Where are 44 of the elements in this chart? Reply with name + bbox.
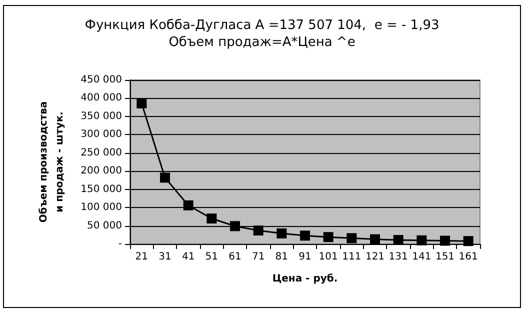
y-tick-label: 50 000 — [87, 220, 122, 232]
x-tick-label: 121 — [365, 252, 385, 262]
y-tick-label: 200 000 — [80, 166, 122, 177]
point — [346, 233, 357, 244]
x-tick-label: 141 — [412, 252, 432, 262]
x-tick-label: 41 — [182, 252, 195, 262]
point — [300, 230, 310, 241]
x-tick-label: 21 — [135, 252, 148, 262]
x-tick-label: 131 — [388, 252, 408, 262]
x-tick-label: 111 — [342, 252, 362, 262]
y-tick-label: 250 000 — [80, 147, 122, 158]
point — [463, 236, 474, 246]
point — [440, 236, 450, 246]
point — [183, 200, 194, 210]
y-tick-label: - — [118, 238, 122, 250]
x-tick-label: 71 — [252, 252, 265, 262]
y-axis-title: Объем производства и продаж - штук. — [38, 101, 66, 223]
x-axis-title: Цена - руб. — [272, 274, 338, 284]
point — [370, 234, 380, 244]
y-tick-label: 100 000 — [80, 202, 122, 214]
x-tick-label: 91 — [298, 252, 312, 262]
chart-subtitle: Объем продаж=А*Цена ^е — [168, 35, 356, 50]
y-tick-label: 300 000 — [80, 129, 122, 140]
chart-title: Функция Кобба-Дугласа А =137 507 104, е = - 1,93 — [84, 18, 440, 33]
point — [416, 235, 427, 246]
y-tick-label: 450 000 — [80, 74, 122, 86]
x-tick-label: 81 — [275, 252, 288, 262]
x-tick-label: 31 — [158, 252, 172, 262]
point — [393, 234, 404, 245]
point — [253, 226, 264, 236]
point — [230, 221, 240, 232]
y-tick-label: 150 000 — [80, 184, 122, 195]
x-tick-label: 101 — [318, 252, 338, 262]
y-tick-label: 350 000 — [80, 110, 122, 122]
x-tick-label: 51 — [205, 252, 218, 262]
point — [136, 98, 147, 108]
point — [323, 232, 334, 242]
point — [160, 172, 170, 183]
y-tick-label: 400 000 — [80, 92, 122, 104]
point — [206, 213, 217, 224]
point — [276, 228, 287, 238]
x-tick-label: 161 — [458, 252, 478, 262]
x-tick-label: 61 — [228, 252, 242, 262]
x-tick-label: 151 — [435, 252, 455, 262]
